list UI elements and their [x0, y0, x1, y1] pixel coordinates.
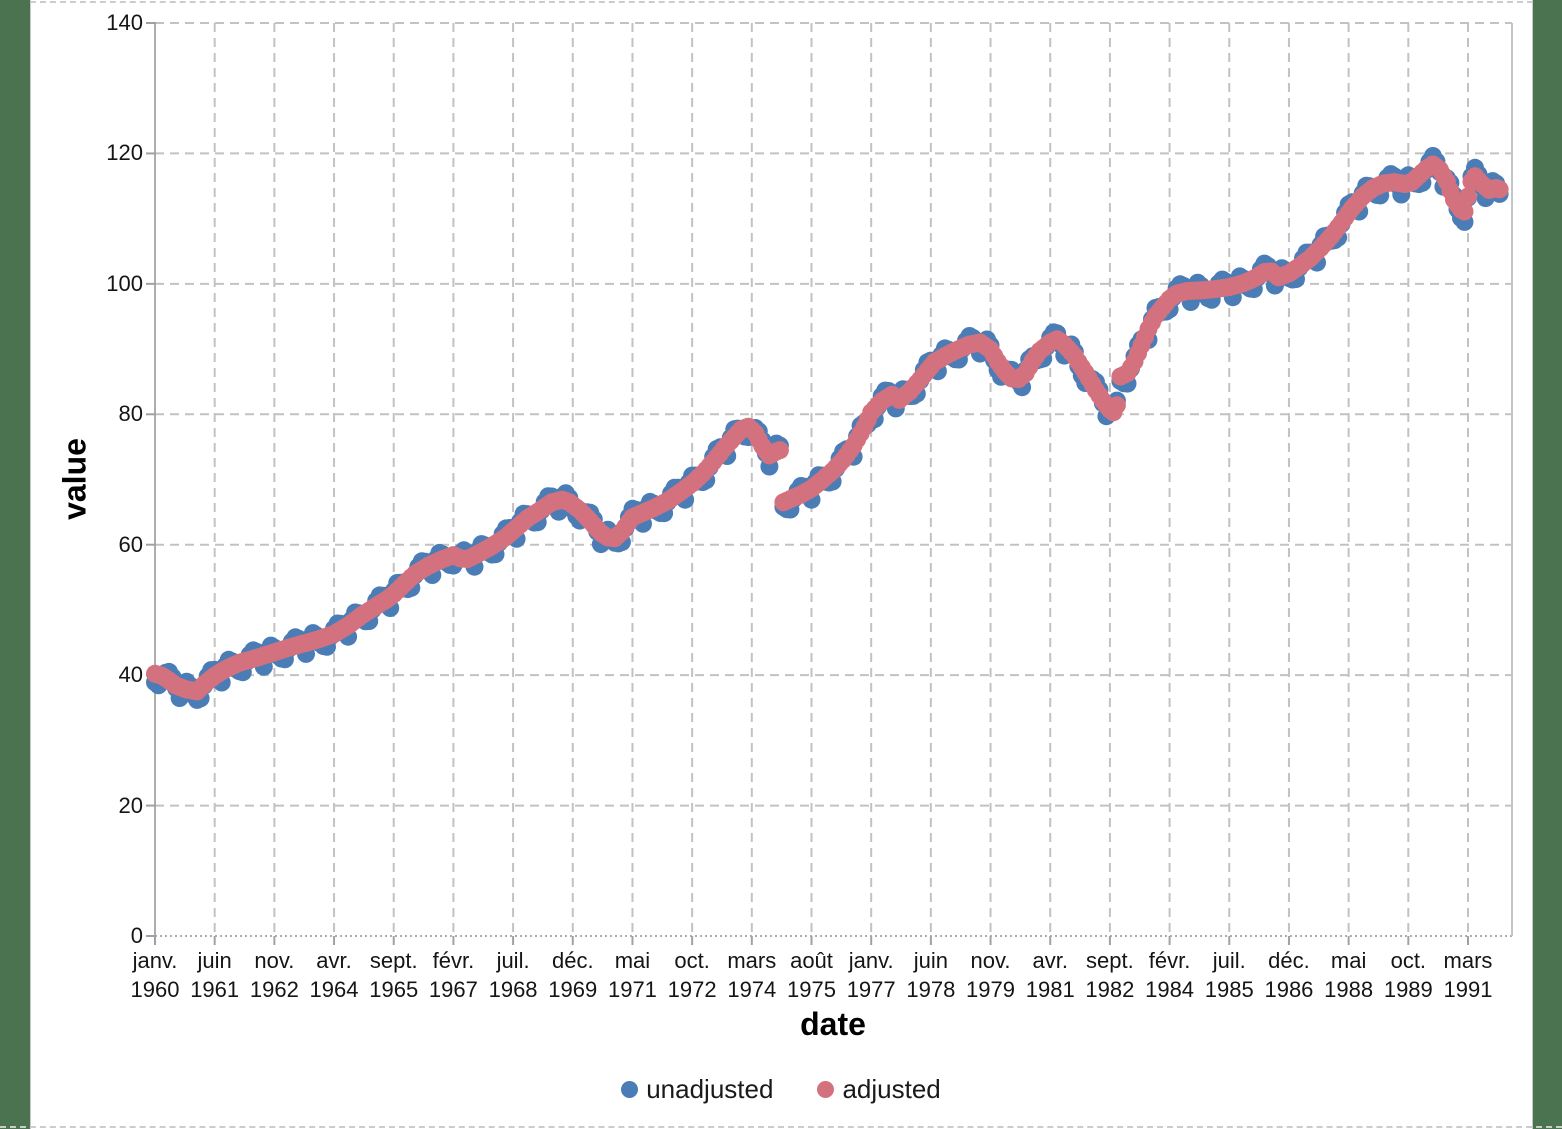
legend-label-unadjusted: unadjusted	[646, 1074, 774, 1104]
x-tick-label: mars 1974	[727, 948, 777, 1002]
y-tick-label: 60	[118, 531, 143, 557]
x-axis-title: date	[800, 1006, 866, 1042]
x-tick-label: sept. 1965	[369, 948, 419, 1002]
adjusted-point	[1490, 180, 1509, 199]
y-tick-label: 100	[106, 270, 143, 296]
x-tick-label: janv. 1960	[130, 948, 180, 1002]
x-tick-label: févr. 1967	[428, 948, 478, 1002]
x-tick-label: nov. 1979	[966, 948, 1015, 1002]
legend-item-adjusted: adjusted	[817, 1074, 941, 1105]
x-tick-label: juin 1961	[190, 948, 240, 1002]
y-tick-label: 120	[106, 140, 143, 166]
x-tick-label: oct. 1972	[667, 948, 717, 1002]
legend: unadjusted adjusted	[0, 1074, 1562, 1105]
x-tick-label: juin 1978	[906, 948, 956, 1002]
x-tick-label: janv. 1977	[846, 948, 896, 1002]
y-tick-label: 20	[118, 792, 143, 818]
x-tick-label: mai 1971	[607, 948, 657, 1002]
page-break-line-bottom	[0, 1126, 1562, 1128]
adjusted-marker-icon	[817, 1081, 835, 1098]
y-tick-label: 40	[118, 662, 143, 688]
y-tick-label: 80	[118, 401, 143, 427]
page-break-line-top	[30, 1, 1533, 3]
x-tick-label: sept. 1982	[1085, 948, 1135, 1002]
x-tick-label: mars 1991	[1443, 948, 1493, 1002]
x-tick-label: nov. 1962	[249, 948, 299, 1002]
adjusted-point	[1455, 202, 1474, 221]
legend-label-adjusted: adjusted	[842, 1074, 941, 1104]
adjusted-point	[1107, 396, 1126, 415]
x-tick-label: déc. 1969	[548, 948, 598, 1002]
x-tick-label: déc. 1986	[1264, 948, 1314, 1002]
x-tick-label: juil. 1968	[488, 948, 538, 1002]
x-tick-label: avr. 1964	[309, 948, 359, 1002]
x-tick-label: juil. 1985	[1204, 948, 1254, 1002]
legend-item-unadjusted: unadjusted	[621, 1074, 773, 1105]
y-axis-title: value	[56, 438, 93, 520]
adjusted-point	[770, 441, 789, 460]
chart-object[interactable]	[30, 0, 1533, 1129]
x-tick-label: oct. 1989	[1383, 948, 1433, 1002]
y-tick-label: 140	[106, 10, 143, 35]
unadjusted-marker-icon	[621, 1081, 639, 1098]
adjusted-point	[1459, 187, 1477, 206]
x-tick-label: avr. 1981	[1025, 948, 1075, 1002]
y-tick-label: 0	[130, 923, 143, 948]
x-tick-label: févr. 1984	[1145, 948, 1195, 1002]
x-tick-label: mai 1988	[1324, 948, 1374, 1002]
x-tick-label: août 1975	[787, 948, 836, 1002]
